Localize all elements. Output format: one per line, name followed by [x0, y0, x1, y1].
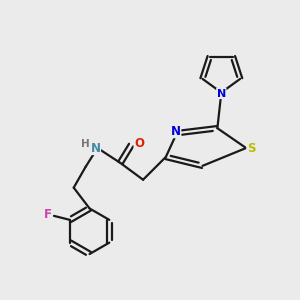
Text: F: F — [44, 208, 52, 221]
Text: N: N — [171, 125, 181, 138]
Text: H: H — [81, 139, 90, 149]
Text: N: N — [91, 142, 100, 154]
Text: N: N — [217, 88, 226, 98]
Text: S: S — [247, 142, 255, 154]
Text: O: O — [134, 136, 144, 150]
